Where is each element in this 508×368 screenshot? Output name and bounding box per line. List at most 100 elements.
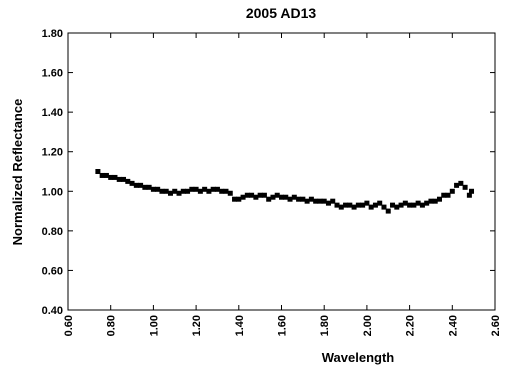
point [283, 194, 289, 200]
x-axis-label: Wavelength [322, 350, 395, 365]
x-tick-label: 0.80 [106, 315, 118, 336]
point [202, 186, 208, 192]
point [103, 172, 109, 178]
point [360, 202, 366, 208]
y-tick-label: 1.40 [42, 107, 63, 119]
point [364, 200, 370, 206]
point [338, 204, 344, 210]
point [325, 200, 331, 206]
point [129, 180, 135, 186]
point [219, 188, 225, 194]
point [436, 196, 442, 202]
x-tick-label: 0.60 [63, 315, 75, 336]
y-tick-label: 1.00 [42, 186, 63, 198]
point [193, 186, 199, 192]
point [274, 192, 280, 198]
point [138, 182, 144, 188]
point [381, 204, 387, 210]
point [377, 200, 383, 206]
point [125, 178, 131, 184]
point [167, 190, 173, 196]
x-tick-label: 1.40 [234, 315, 246, 336]
y-axis-label: Normalized Reflectance [10, 99, 25, 246]
y-tick-label: 0.80 [42, 226, 63, 238]
point [172, 188, 178, 194]
point [253, 194, 259, 200]
point [317, 198, 323, 204]
point [330, 198, 336, 204]
x-tick-label: 1.60 [277, 315, 289, 336]
plot-frame [67, 32, 496, 311]
point [236, 196, 242, 202]
point [296, 196, 302, 202]
point [351, 204, 357, 210]
point [261, 192, 267, 198]
point [291, 194, 297, 200]
point [155, 186, 161, 192]
point [415, 200, 421, 206]
point [227, 190, 233, 196]
point [146, 184, 152, 190]
point [428, 198, 434, 204]
point [99, 172, 105, 178]
x-tick-label: 1.80 [319, 315, 331, 336]
point [249, 192, 255, 198]
point [466, 192, 472, 198]
point [419, 202, 425, 208]
point [257, 192, 263, 198]
x-tick-label: 2.40 [447, 315, 459, 336]
chart-title: 2005 AD13 [246, 5, 317, 21]
point [407, 202, 413, 208]
point [402, 200, 408, 206]
point [232, 196, 238, 202]
point [206, 188, 212, 194]
point [163, 188, 169, 194]
point [223, 188, 229, 194]
point [385, 208, 391, 214]
point [279, 194, 284, 200]
point [334, 202, 340, 208]
point [411, 202, 417, 208]
point [176, 190, 182, 196]
point [108, 174, 114, 180]
point [270, 194, 276, 200]
point [462, 184, 468, 190]
point [469, 188, 475, 194]
point [185, 188, 191, 194]
y-tick-label: 1.60 [42, 68, 63, 80]
point [372, 202, 378, 208]
point [424, 200, 430, 206]
x-tick-label: 2.60 [490, 315, 502, 336]
point [458, 180, 464, 186]
point [159, 188, 165, 194]
point [454, 182, 460, 188]
point [398, 202, 404, 208]
point [347, 202, 353, 208]
point [240, 194, 246, 200]
point [287, 196, 293, 202]
y-tick-label: 0.60 [42, 265, 63, 277]
point [197, 188, 203, 194]
point [308, 196, 314, 202]
y-tick-label: 0.40 [42, 305, 63, 317]
point [441, 192, 447, 198]
point [116, 176, 122, 182]
x-tick-label: 2.20 [405, 315, 417, 336]
point [214, 186, 220, 192]
x-tick-label: 2.00 [362, 315, 374, 336]
point [244, 192, 250, 198]
point [210, 186, 216, 192]
point [95, 169, 101, 174]
point [300, 196, 306, 202]
point [390, 202, 396, 208]
point [394, 204, 400, 210]
point [112, 174, 118, 180]
point [150, 186, 156, 192]
point [343, 202, 349, 208]
point [313, 198, 319, 204]
point [449, 188, 455, 194]
point [189, 186, 195, 192]
point [180, 188, 186, 194]
point [321, 198, 327, 204]
